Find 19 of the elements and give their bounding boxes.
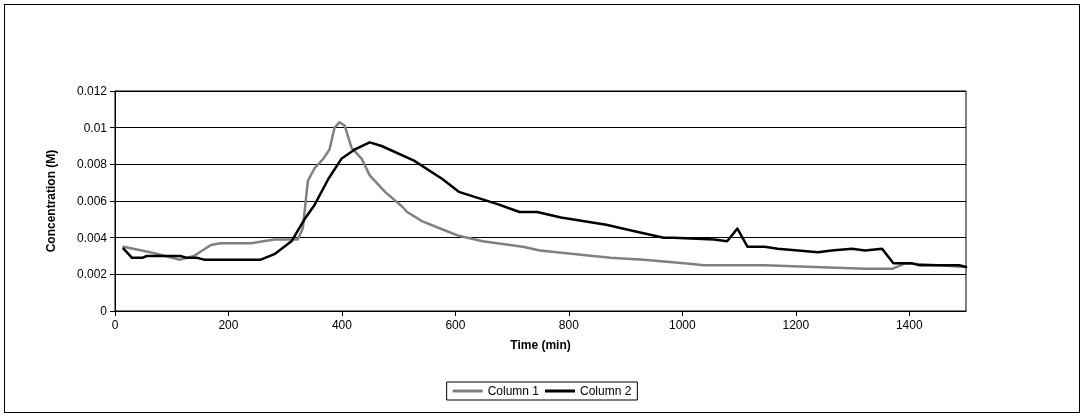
x-tick-label: 1000 bbox=[668, 318, 696, 332]
x-axis-title: Time (min) bbox=[510, 338, 571, 352]
x-tick-label: 1400 bbox=[895, 318, 923, 332]
x-tick-label: 400 bbox=[331, 318, 353, 332]
y-tick-label: 0.002 bbox=[76, 267, 108, 282]
y-tick-label: 0.01 bbox=[83, 120, 108, 135]
y-tick-label: 0 bbox=[100, 304, 108, 318]
x-tick-label: 600 bbox=[445, 318, 466, 332]
x-tick-label: 800 bbox=[558, 318, 580, 332]
x-tick-label: 1200 bbox=[782, 318, 810, 332]
x-tick-label: 0 bbox=[111, 318, 119, 332]
legend-label: Column 2 bbox=[580, 384, 632, 398]
legend-label: Column 1 bbox=[487, 384, 540, 398]
y-tick-label: 0.012 bbox=[76, 84, 108, 98]
y-axis-title: Concentration (M) bbox=[44, 149, 58, 253]
x-tick-label: 200 bbox=[218, 318, 239, 332]
y-tick-label: 0.008 bbox=[76, 157, 108, 172]
y-tick-label: 0.004 bbox=[76, 230, 108, 245]
y-tick-label: 0.006 bbox=[76, 194, 108, 208]
